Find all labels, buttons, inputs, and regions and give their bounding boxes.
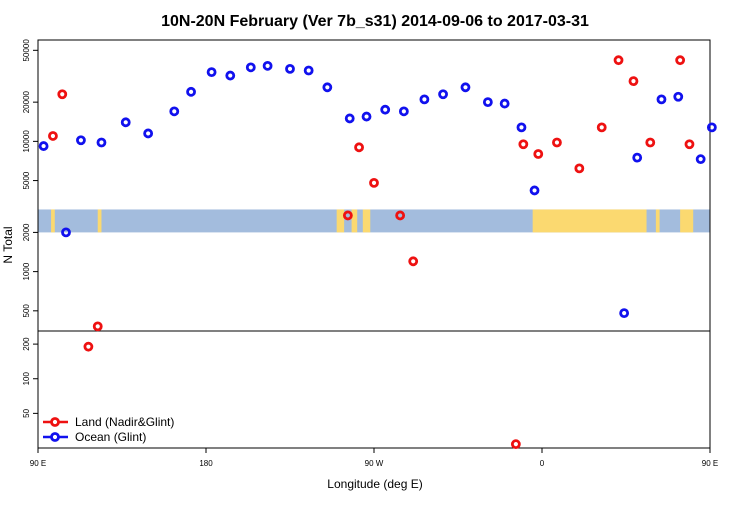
map-land bbox=[655, 209, 660, 233]
y-tick-label: 50 bbox=[22, 408, 31, 417]
map-land bbox=[351, 209, 358, 233]
y-axis-label: N Total bbox=[1, 226, 15, 263]
legend-label: Ocean (Glint) bbox=[75, 430, 146, 444]
y-tick-label: 2000 bbox=[22, 223, 31, 241]
x-axis: 90 E 180 90 W 0 90 E bbox=[30, 448, 718, 468]
land-point bbox=[675, 55, 686, 66]
x-tick-label: 180 bbox=[199, 459, 213, 468]
ocean-point bbox=[380, 104, 391, 115]
land-point bbox=[57, 89, 68, 100]
land-point bbox=[369, 177, 379, 188]
legend: Land (Nadir&Glint)Ocean (Glint) bbox=[43, 415, 174, 444]
y-tick-label: 10000 bbox=[22, 130, 31, 153]
ocean-point bbox=[706, 122, 717, 133]
land-point bbox=[354, 142, 364, 153]
land-point bbox=[510, 439, 521, 450]
ocean-point bbox=[225, 70, 236, 81]
ocean-point bbox=[438, 89, 448, 100]
x-tick-label: 90 E bbox=[702, 459, 718, 468]
land-point bbox=[645, 137, 656, 148]
ocean-point bbox=[482, 97, 493, 108]
data-points bbox=[38, 55, 717, 450]
ocean-point bbox=[38, 141, 49, 151]
y-tick-label: 100 bbox=[22, 372, 31, 386]
ocean-point bbox=[361, 111, 372, 122]
ocean-point bbox=[120, 117, 131, 128]
chart-title: 10N-20N February (Ver 7b_s31) 2014-09-06… bbox=[161, 13, 589, 30]
land-point bbox=[613, 55, 624, 66]
ocean-point bbox=[262, 60, 273, 71]
x-tick-label: 0 bbox=[540, 459, 545, 468]
ocean-point bbox=[419, 94, 430, 105]
land-point bbox=[342, 210, 353, 221]
y-tick-label: 20000 bbox=[22, 90, 31, 113]
land-point bbox=[533, 149, 544, 159]
land-point bbox=[92, 321, 103, 332]
map-land bbox=[362, 209, 371, 233]
land-point bbox=[395, 210, 406, 221]
land-point bbox=[596, 122, 607, 133]
land-point bbox=[552, 137, 562, 148]
ocean-point bbox=[245, 62, 256, 73]
ocean-point bbox=[695, 154, 706, 165]
map-land bbox=[336, 209, 345, 233]
land-point bbox=[408, 256, 419, 267]
ocean-point bbox=[673, 91, 684, 102]
ocean-point bbox=[285, 63, 295, 74]
ocean-point bbox=[169, 106, 180, 117]
y-tick-label: 500 bbox=[22, 304, 31, 318]
land-point bbox=[518, 139, 529, 150]
ocean-point bbox=[76, 135, 86, 146]
x-tick-label: 90 W bbox=[365, 459, 384, 468]
ocean-point bbox=[499, 98, 510, 109]
map-land bbox=[532, 209, 647, 233]
map-band bbox=[38, 209, 710, 233]
map-land bbox=[680, 209, 694, 233]
ocean-point bbox=[186, 86, 196, 97]
legend-marker bbox=[50, 417, 60, 427]
land-point bbox=[574, 163, 585, 174]
ocean-point bbox=[632, 152, 643, 163]
ocean-point bbox=[143, 128, 154, 139]
ocean-point bbox=[96, 137, 107, 148]
land-point bbox=[83, 341, 94, 352]
ocean-point bbox=[656, 94, 667, 105]
map-land bbox=[97, 209, 102, 233]
ocean-point bbox=[460, 82, 471, 93]
ocean-point bbox=[206, 67, 217, 78]
land-point bbox=[48, 131, 58, 141]
legend-marker bbox=[50, 432, 60, 442]
ocean-point bbox=[322, 82, 333, 93]
y-axes: 500 1000 2000 5000 10000 20000 50000 50 100 200 bbox=[22, 39, 38, 418]
ocean-point bbox=[303, 65, 314, 76]
map-land bbox=[51, 209, 55, 233]
land-point bbox=[628, 76, 639, 87]
y-tick-label: 200 bbox=[22, 337, 31, 351]
ocean-point bbox=[344, 113, 355, 124]
y-tick-label: 1000 bbox=[22, 262, 31, 280]
ocean-point bbox=[619, 308, 630, 319]
land-point bbox=[684, 139, 695, 150]
legend-label: Land (Nadir&Glint) bbox=[75, 415, 174, 429]
x-tick-label: 90 E bbox=[30, 459, 46, 468]
y-tick-label: 5000 bbox=[22, 171, 31, 189]
y-tick-label: 50000 bbox=[22, 39, 31, 62]
ocean-point bbox=[398, 106, 409, 117]
x-axis-label: Longitude (deg E) bbox=[327, 477, 422, 491]
ocean-point bbox=[529, 185, 540, 196]
ocean-point bbox=[516, 122, 527, 133]
ocean-point bbox=[61, 227, 71, 238]
